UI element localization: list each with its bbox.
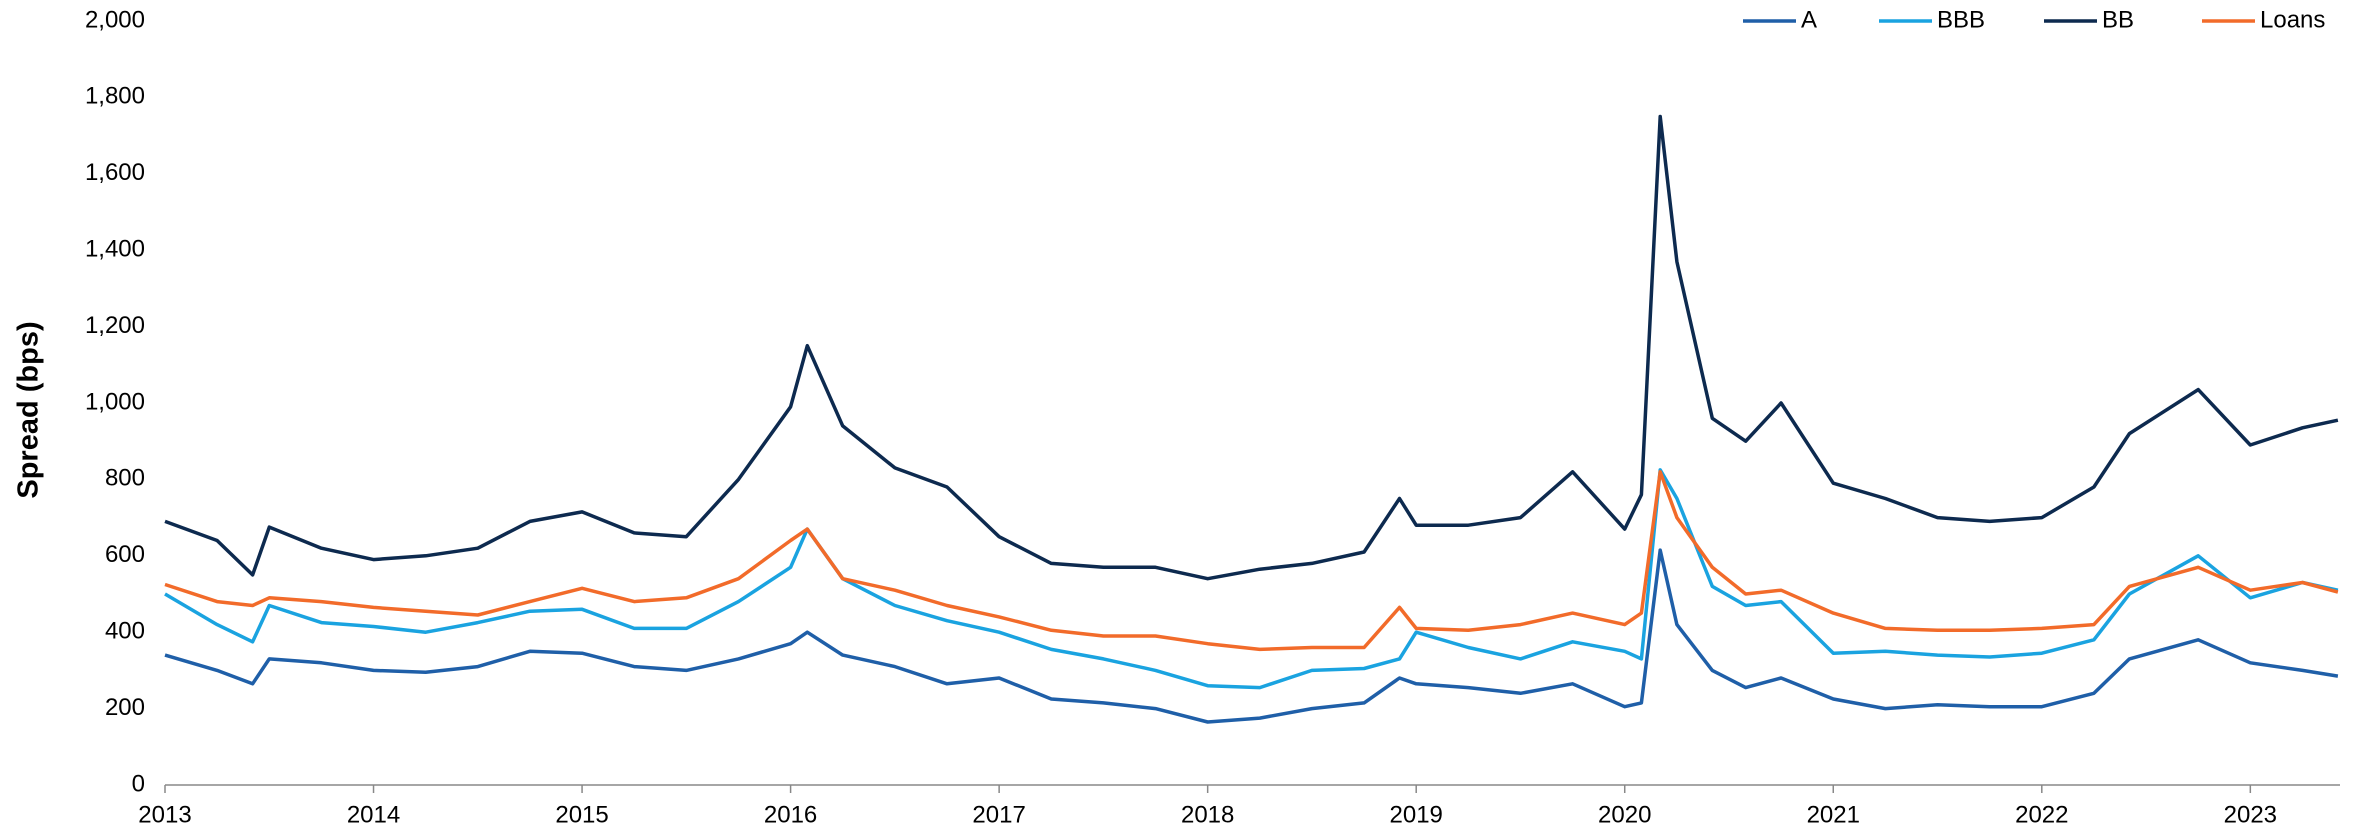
legend-label: BB bbox=[2102, 6, 2134, 33]
legend-label: BBB bbox=[1937, 6, 1985, 33]
x-tick-label: 2014 bbox=[347, 801, 400, 828]
x-tick-label: 2018 bbox=[1181, 801, 1234, 828]
series-line bbox=[164, 548, 2339, 724]
y-tick-label: 800 bbox=[105, 465, 145, 492]
y-tick-label: 1,200 bbox=[85, 312, 145, 339]
y-tick-label: 200 bbox=[105, 694, 145, 721]
x-tick-label: 2023 bbox=[2224, 801, 2277, 828]
y-tick-label: 600 bbox=[105, 541, 145, 568]
y-tick-label: 1,400 bbox=[85, 236, 145, 263]
x-tick-label: 2019 bbox=[1390, 801, 1443, 828]
y-tick-label: 1,000 bbox=[85, 388, 145, 415]
y-tick-label: 400 bbox=[105, 618, 145, 645]
y-tick-label: 1,800 bbox=[85, 83, 145, 110]
series-line bbox=[164, 470, 2339, 652]
x-tick-label: 2015 bbox=[555, 801, 608, 828]
y-axis-label: Spread (bps) bbox=[13, 321, 45, 498]
x-tick-label: 2017 bbox=[972, 801, 1025, 828]
series-line bbox=[164, 114, 2339, 581]
legend-label: Loans bbox=[2260, 6, 2325, 33]
x-tick-label: 2013 bbox=[138, 801, 191, 828]
y-tick-label: 0 bbox=[132, 770, 145, 797]
series-line bbox=[164, 468, 2339, 690]
y-tick-label: 2,000 bbox=[85, 6, 145, 33]
legend-label: A bbox=[1801, 6, 1817, 33]
y-tick-label: 1,600 bbox=[85, 159, 145, 186]
x-tick-label: 2020 bbox=[1598, 801, 1651, 828]
x-tick-label: 2021 bbox=[1807, 801, 1860, 828]
x-tick-label: 2022 bbox=[2015, 801, 2068, 828]
x-tick-label: 2016 bbox=[764, 801, 817, 828]
